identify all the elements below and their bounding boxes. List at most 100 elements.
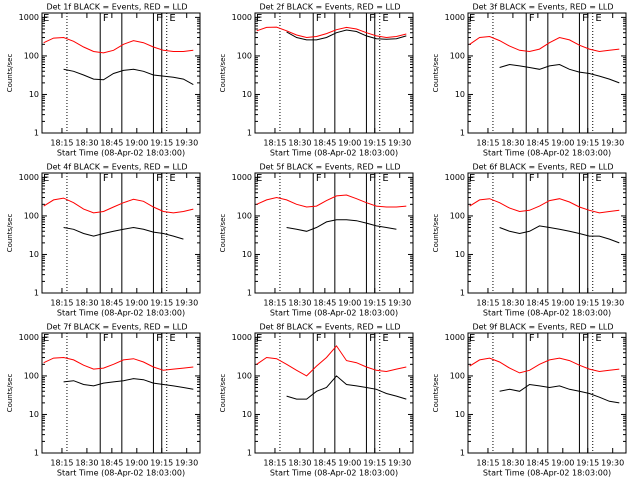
x-tick-label: 19:00 <box>551 459 574 468</box>
x-tick-label: 19:30 <box>601 139 624 148</box>
y-tick-label: 1 <box>247 289 252 298</box>
y-tick-label: 100 <box>237 371 252 380</box>
x-tick-label: 18:45 <box>100 299 123 308</box>
y-tick-label: 10 <box>242 250 252 259</box>
plot-frame <box>41 12 201 134</box>
x-tick-label: 18:45 <box>313 299 336 308</box>
x-tick-label: 18:45 <box>100 139 123 148</box>
y-axis-label: Counts/sec <box>6 54 14 93</box>
series-line <box>469 35 620 53</box>
x-tick-label: 18:45 <box>526 459 549 468</box>
series-line <box>286 29 407 41</box>
phase-label: E <box>469 333 475 344</box>
chart-title: Det 8f BLACK = Events, RED = LLD <box>259 323 400 332</box>
y-tick-label: 1 <box>460 449 465 458</box>
x-tick-label: 18:30 <box>75 459 98 468</box>
x-tick-label: 19:15 <box>363 459 386 468</box>
x-tick-label: 18:45 <box>100 459 123 468</box>
y-axis-label: Counts/sec <box>6 214 14 253</box>
chart-title: Det 6f BLACK = Events, RED = LLD <box>472 163 613 172</box>
x-axis-label: Start Time (08-Apr-02 18:03:00) <box>483 469 611 478</box>
phase-label: F <box>316 333 322 344</box>
phase-label: F <box>156 173 162 184</box>
y-tick-label: 100 <box>450 371 465 380</box>
x-tick-label: 18:45 <box>526 299 549 308</box>
phase-label: F <box>103 173 109 184</box>
series-line <box>286 219 397 232</box>
phase-label: E <box>43 13 49 24</box>
x-tick-label: 19:15 <box>150 139 173 148</box>
y-tick-label: 100 <box>24 51 39 60</box>
y-tick-label: 1000 <box>19 173 39 182</box>
x-tick-label: 19:00 <box>125 459 148 468</box>
plot-frame <box>467 332 627 454</box>
y-axis-label: Counts/sec <box>219 54 227 93</box>
phase-label: F <box>529 333 535 344</box>
x-tick-label: 19:00 <box>338 299 361 308</box>
x-tick-label: 18:30 <box>501 299 524 308</box>
phase-label: E <box>382 333 388 344</box>
x-tick-label: 19:15 <box>576 459 599 468</box>
x-tick-label: 18:15 <box>263 139 286 148</box>
y-tick-label: 100 <box>24 211 39 220</box>
y-tick-label: 1 <box>34 129 39 138</box>
phase-label: F <box>156 333 162 344</box>
series-line <box>286 375 407 400</box>
y-tick-label: 100 <box>237 51 252 60</box>
x-tick-label: 18:30 <box>501 139 524 148</box>
y-tick-label: 100 <box>450 211 465 220</box>
x-tick-label: 18:30 <box>501 459 524 468</box>
x-axis-label: Start Time (08-Apr-02 18:03:00) <box>57 469 185 478</box>
phase-label: F <box>369 333 375 344</box>
phase-label: E <box>169 13 175 24</box>
x-axis-label: Start Time (08-Apr-02 18:03:00) <box>483 149 611 158</box>
x-tick-label: 19:30 <box>388 459 411 468</box>
phase-label: E <box>256 173 262 184</box>
chart-title: Det 5f BLACK = Events, RED = LLD <box>259 163 400 172</box>
y-tick-label: 1 <box>460 129 465 138</box>
y-tick-label: 1000 <box>232 333 252 342</box>
x-tick-label: 18:45 <box>526 139 549 148</box>
series-line <box>469 357 620 374</box>
x-tick-label: 18:15 <box>476 139 499 148</box>
plot-frame <box>254 172 414 294</box>
x-tick-label: 19:30 <box>601 459 624 468</box>
phase-label: F <box>103 333 109 344</box>
plot-frame <box>41 172 201 294</box>
x-tick-label: 19:00 <box>338 459 361 468</box>
y-tick-label: 1000 <box>232 13 252 22</box>
phase-label: F <box>103 13 109 24</box>
phase-label: F <box>529 173 535 184</box>
x-tick-label: 18:15 <box>476 299 499 308</box>
phase-label: F <box>316 173 322 184</box>
x-tick-label: 18:15 <box>50 459 73 468</box>
x-tick-label: 18:45 <box>313 139 336 148</box>
y-tick-label: 10 <box>242 410 252 419</box>
y-tick-label: 1 <box>34 289 39 298</box>
y-tick-label: 1 <box>247 449 252 458</box>
series-line <box>256 194 407 208</box>
chart-title: Det 3f BLACK = Events, RED = LLD <box>472 3 613 12</box>
x-tick-label: 19:30 <box>388 139 411 148</box>
y-tick-label: 10 <box>455 250 465 259</box>
series-line <box>63 378 194 390</box>
series-line <box>499 383 620 404</box>
y-tick-label: 100 <box>237 211 252 220</box>
phase-label: F <box>582 333 588 344</box>
series-line <box>256 26 407 39</box>
y-tick-label: 1 <box>34 449 39 458</box>
y-tick-label: 1 <box>460 289 465 298</box>
x-tick-label: 19:00 <box>338 139 361 148</box>
y-tick-label: 10 <box>29 410 39 419</box>
phase-label: E <box>382 13 388 24</box>
x-tick-label: 18:30 <box>288 299 311 308</box>
x-axis-label: Start Time (08-Apr-02 18:03:00) <box>57 309 185 318</box>
chart-title: Det 9f BLACK = Events, RED = LLD <box>472 323 613 332</box>
series-line <box>43 36 194 54</box>
phase-label: E <box>256 13 262 24</box>
x-tick-label: 19:15 <box>363 299 386 308</box>
x-tick-label: 19:30 <box>388 299 411 308</box>
y-tick-label: 1 <box>247 129 252 138</box>
phase-label: E <box>169 173 175 184</box>
